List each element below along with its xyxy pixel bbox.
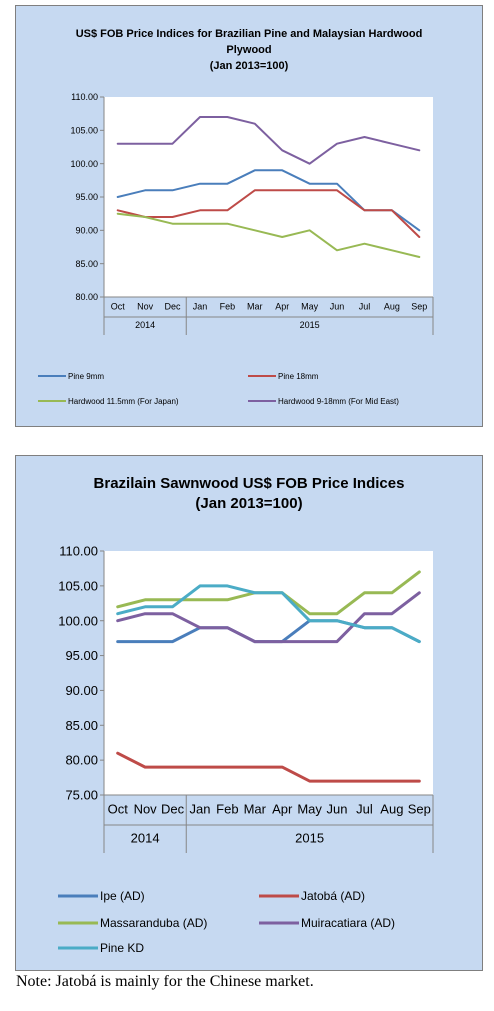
sawnwood-title-line-2: (Jan 2013=100) — [195, 495, 303, 512]
sawnwood-chart-title: Brazilain Sawnwood US$ FOB Price Indices… — [16, 474, 482, 514]
c1-x-tick-label: Sep — [408, 802, 431, 817]
c1-y-tick-label: 80.00 — [65, 753, 98, 768]
c0-series-line-3 — [116, 116, 421, 165]
c1-x-tick-label: Jun — [327, 802, 348, 817]
c1-x-tick-label: Jan — [189, 802, 210, 817]
c1-y-tick-label: 75.00 — [65, 788, 98, 803]
c0-y-tick-label: 90.00 — [75, 225, 98, 235]
c0-legend-label-0: Pine 9mm — [68, 372, 104, 381]
c1-legend-label-1: Jatobá (AD) — [301, 889, 365, 903]
c0-x-tick-label: Jan — [193, 301, 208, 311]
c1-legend-label-0: Ipe (AD) — [100, 889, 145, 903]
c1-y-tick-label: 85.00 — [65, 718, 98, 733]
c0-x-tick-label: Jul — [359, 301, 371, 311]
c0-x-tick-label: Feb — [220, 301, 236, 311]
c1-x-tick-label: May — [297, 802, 322, 817]
sawnwood-chart-panel: Brazilain Sawnwood US$ FOB Price Indices… — [15, 455, 483, 971]
c1-y-tick-label: 100.00 — [58, 613, 98, 628]
c1-legend-label-2: Massaranduba (AD) — [100, 916, 207, 930]
c1-x-tick-label: Dec — [161, 802, 185, 817]
c1-x-tick-label: Aug — [380, 802, 403, 817]
plywood-chart-panel: US$ FOB Price Indices for Brazilian Pine… — [15, 5, 483, 427]
c1-series-line-1 — [116, 751, 421, 783]
c1-x-tick-label: Feb — [216, 802, 238, 817]
c0-y-tick-label: 95.00 — [75, 192, 98, 202]
plywood-title-line-2: Plywood — [226, 44, 272, 56]
c1-x-tick-label: Mar — [244, 802, 267, 817]
c0-x-tick-label: Mar — [247, 301, 263, 311]
c1-year-label: 2015 — [295, 830, 324, 845]
c0-x-tick-label: Nov — [137, 301, 154, 311]
c0-x-tick-label: Apr — [275, 301, 289, 311]
plywood-chart-svg: 80.00 85.00 90.00 95.00 100.00 105.00 110.00 20… — [38, 92, 434, 406]
c1-y-tick-label: 95.00 — [65, 648, 98, 663]
c0-y-tick-label: 80.00 — [75, 292, 98, 302]
c1-x-tick-label: Oct — [108, 802, 129, 817]
sawnwood-chart-svg: 75.00 80.00 85.00 90.00 95.00 100.00 105.00 110… — [58, 544, 434, 955]
c1-series-line-3 — [116, 591, 421, 644]
c0-y-tick-label: 110.00 — [71, 92, 98, 102]
c1-year-label: 2014 — [131, 830, 160, 845]
c1-y-tick-label: 90.00 — [65, 683, 98, 698]
sawnwood-title-line-1: Brazilain Sawnwood US$ FOB Price Indices — [93, 475, 405, 492]
c1-plot-area — [104, 551, 433, 795]
c1-legend-label-4: Pine KD — [100, 941, 144, 955]
c0-legend-label-2: Hardwood 11.5mm (For Japan) — [68, 397, 179, 406]
c0-x-tick-label: Oct — [111, 301, 126, 311]
c0-series-line-2 — [116, 212, 421, 258]
c1-x-tick-label: Jul — [356, 802, 373, 817]
c1-x-tick-label: Nov — [134, 802, 158, 817]
c0-y-tick-label: 105.00 — [70, 125, 98, 135]
c0-year-label: 2014 — [135, 320, 155, 330]
c0-x-tick-label: Sep — [411, 301, 427, 311]
c0-legend-label-3: Hardwood 9-18mm (For Mid East) — [278, 397, 399, 406]
c1-legend-label-3: Muiracatiara (AD) — [301, 916, 395, 930]
c0-x-tick-label: Jun — [330, 301, 345, 311]
c0-x-tick-label: Aug — [384, 301, 400, 311]
c1-x-tick-label: Apr — [272, 802, 293, 817]
c0-x-tick-label: Dec — [165, 301, 182, 311]
c0-x-tick-label: May — [301, 301, 319, 311]
c0-plot-area — [104, 97, 433, 297]
plywood-chart-title: US$ FOB Price Indices for Brazilian Pine… — [16, 26, 482, 74]
c0-y-tick-label: 85.00 — [75, 259, 98, 269]
c0-legend-label-1: Pine 18mm — [278, 372, 319, 381]
plywood-title-line-1: US$ FOB Price Indices for Brazilian Pine… — [75, 28, 423, 40]
footnote: Note: Jatobá is mainly for the Chinese m… — [16, 973, 314, 990]
c1-y-tick-label: 105.00 — [58, 578, 98, 593]
c1-y-tick-label: 110.00 — [59, 544, 98, 559]
c0-y-tick-label: 100.00 — [70, 159, 98, 169]
c1-series-line-4 — [116, 584, 421, 644]
c0-year-label: 2015 — [300, 320, 320, 330]
plywood-title-line-3: (Jan 2013=100) — [209, 60, 289, 72]
c0-series-line-1 — [116, 189, 421, 238]
